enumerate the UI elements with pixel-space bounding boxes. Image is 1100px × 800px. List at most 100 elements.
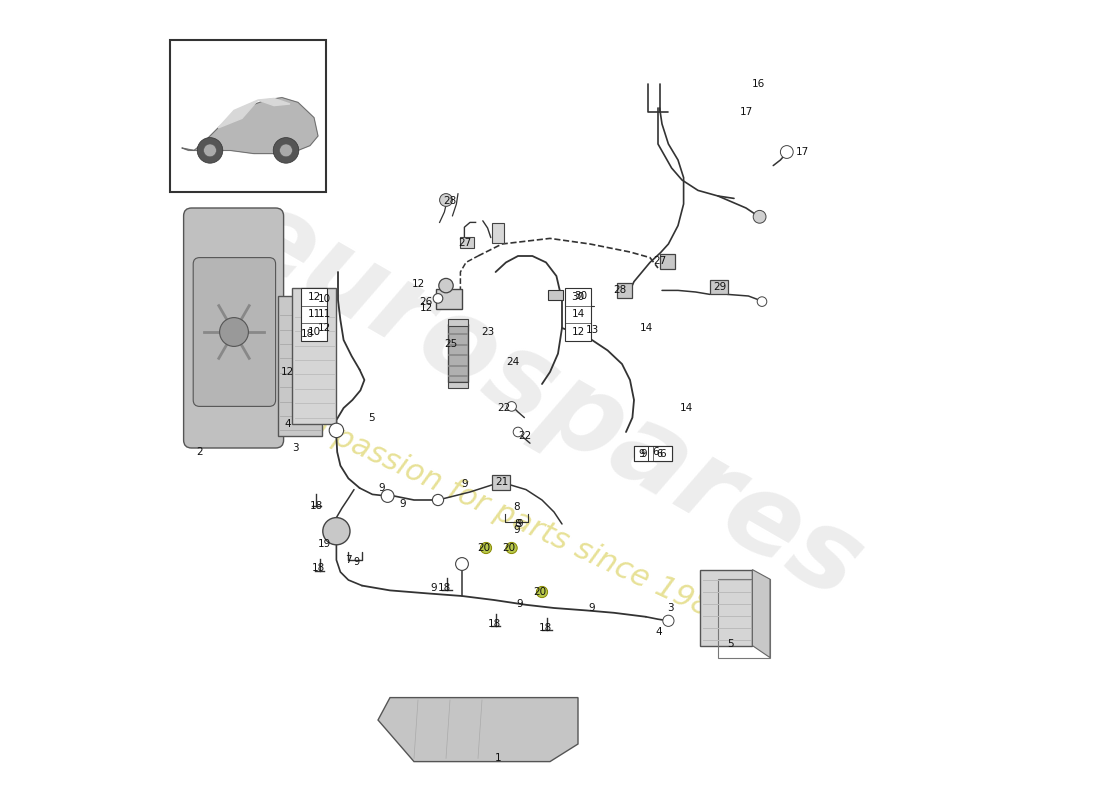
Text: 8: 8 (513, 502, 519, 512)
Polygon shape (752, 570, 770, 658)
Bar (448, 382, 469, 388)
Text: 17: 17 (795, 147, 808, 157)
Text: 9: 9 (378, 483, 385, 493)
FancyBboxPatch shape (184, 208, 284, 448)
Text: 30: 30 (574, 291, 587, 301)
Bar (565, 288, 591, 341)
Bar (634, 446, 672, 461)
Circle shape (455, 558, 469, 570)
Circle shape (481, 542, 492, 554)
Bar (448, 319, 469, 326)
Circle shape (780, 146, 793, 158)
Text: 14: 14 (680, 403, 693, 413)
Text: 5: 5 (368, 414, 375, 423)
Text: 9: 9 (353, 557, 360, 566)
Text: 9: 9 (399, 499, 406, 509)
Text: 24: 24 (506, 357, 519, 366)
Polygon shape (182, 98, 318, 154)
Text: 18: 18 (438, 583, 451, 593)
Text: 13: 13 (586, 326, 600, 335)
Circle shape (663, 615, 674, 626)
Text: 26: 26 (419, 297, 432, 306)
Text: 20: 20 (534, 587, 547, 597)
Circle shape (329, 423, 343, 438)
Text: 10: 10 (307, 327, 320, 337)
Text: 18: 18 (539, 623, 552, 633)
Text: 4: 4 (284, 419, 290, 429)
Text: 11: 11 (307, 310, 320, 319)
Bar (701, 570, 752, 646)
Text: 5: 5 (727, 639, 734, 649)
Polygon shape (258, 98, 290, 106)
Bar (710, 280, 727, 294)
Circle shape (537, 586, 548, 598)
Text: 20: 20 (502, 543, 515, 553)
Text: 22: 22 (497, 403, 510, 413)
Text: 28: 28 (613, 285, 626, 294)
Text: 9: 9 (640, 449, 647, 458)
Circle shape (273, 138, 299, 163)
Text: 3: 3 (293, 443, 299, 453)
Text: 28: 28 (443, 196, 456, 206)
Text: 20: 20 (477, 543, 491, 553)
Bar (449, 324, 468, 382)
Circle shape (507, 402, 516, 411)
Circle shape (440, 194, 452, 206)
Bar (549, 290, 563, 300)
Text: 18: 18 (310, 501, 323, 510)
Text: 2: 2 (196, 447, 202, 457)
Bar (278, 296, 322, 436)
Text: 8: 8 (515, 519, 521, 529)
Circle shape (754, 210, 766, 223)
Bar (293, 288, 337, 424)
Text: 12: 12 (419, 303, 432, 313)
Circle shape (382, 490, 394, 502)
Text: 7: 7 (345, 555, 352, 565)
Text: 3: 3 (667, 603, 673, 613)
FancyBboxPatch shape (194, 258, 276, 406)
Text: 12: 12 (307, 292, 320, 302)
Text: 18: 18 (301, 330, 315, 339)
Text: 25: 25 (444, 339, 458, 349)
Text: 9: 9 (461, 479, 468, 489)
Bar (437, 289, 462, 309)
Bar (660, 254, 674, 269)
Text: 6: 6 (652, 447, 659, 457)
Text: 9: 9 (516, 599, 522, 609)
Text: 22: 22 (518, 431, 531, 441)
Text: 14: 14 (639, 323, 652, 333)
Circle shape (514, 427, 522, 437)
Text: 10: 10 (318, 294, 331, 304)
Text: 11: 11 (318, 309, 331, 318)
Text: 19: 19 (318, 539, 331, 549)
Circle shape (220, 318, 249, 346)
Bar (492, 223, 504, 243)
Circle shape (432, 494, 443, 506)
Text: 6: 6 (657, 449, 662, 458)
Text: 4: 4 (656, 627, 662, 637)
Polygon shape (218, 100, 258, 128)
Text: 9: 9 (516, 519, 522, 529)
Bar (301, 288, 327, 341)
Bar (617, 283, 631, 298)
Text: 30: 30 (571, 292, 584, 302)
Bar (718, 579, 770, 658)
Circle shape (197, 138, 223, 163)
Text: 18: 18 (487, 619, 500, 629)
Text: 29: 29 (713, 282, 726, 292)
Text: 12: 12 (280, 367, 294, 377)
Text: 9: 9 (588, 603, 595, 613)
Text: 17: 17 (739, 107, 752, 117)
Polygon shape (378, 698, 578, 762)
Text: 9: 9 (431, 583, 438, 593)
Text: 27: 27 (459, 238, 472, 248)
Bar (493, 475, 510, 490)
Bar (634, 446, 672, 461)
Text: 23: 23 (481, 327, 494, 337)
Text: 14: 14 (571, 310, 584, 319)
Circle shape (439, 278, 453, 293)
Circle shape (322, 518, 350, 545)
Text: eurospares: eurospares (219, 178, 881, 622)
Text: 9: 9 (638, 449, 645, 458)
Text: 12: 12 (412, 279, 426, 289)
